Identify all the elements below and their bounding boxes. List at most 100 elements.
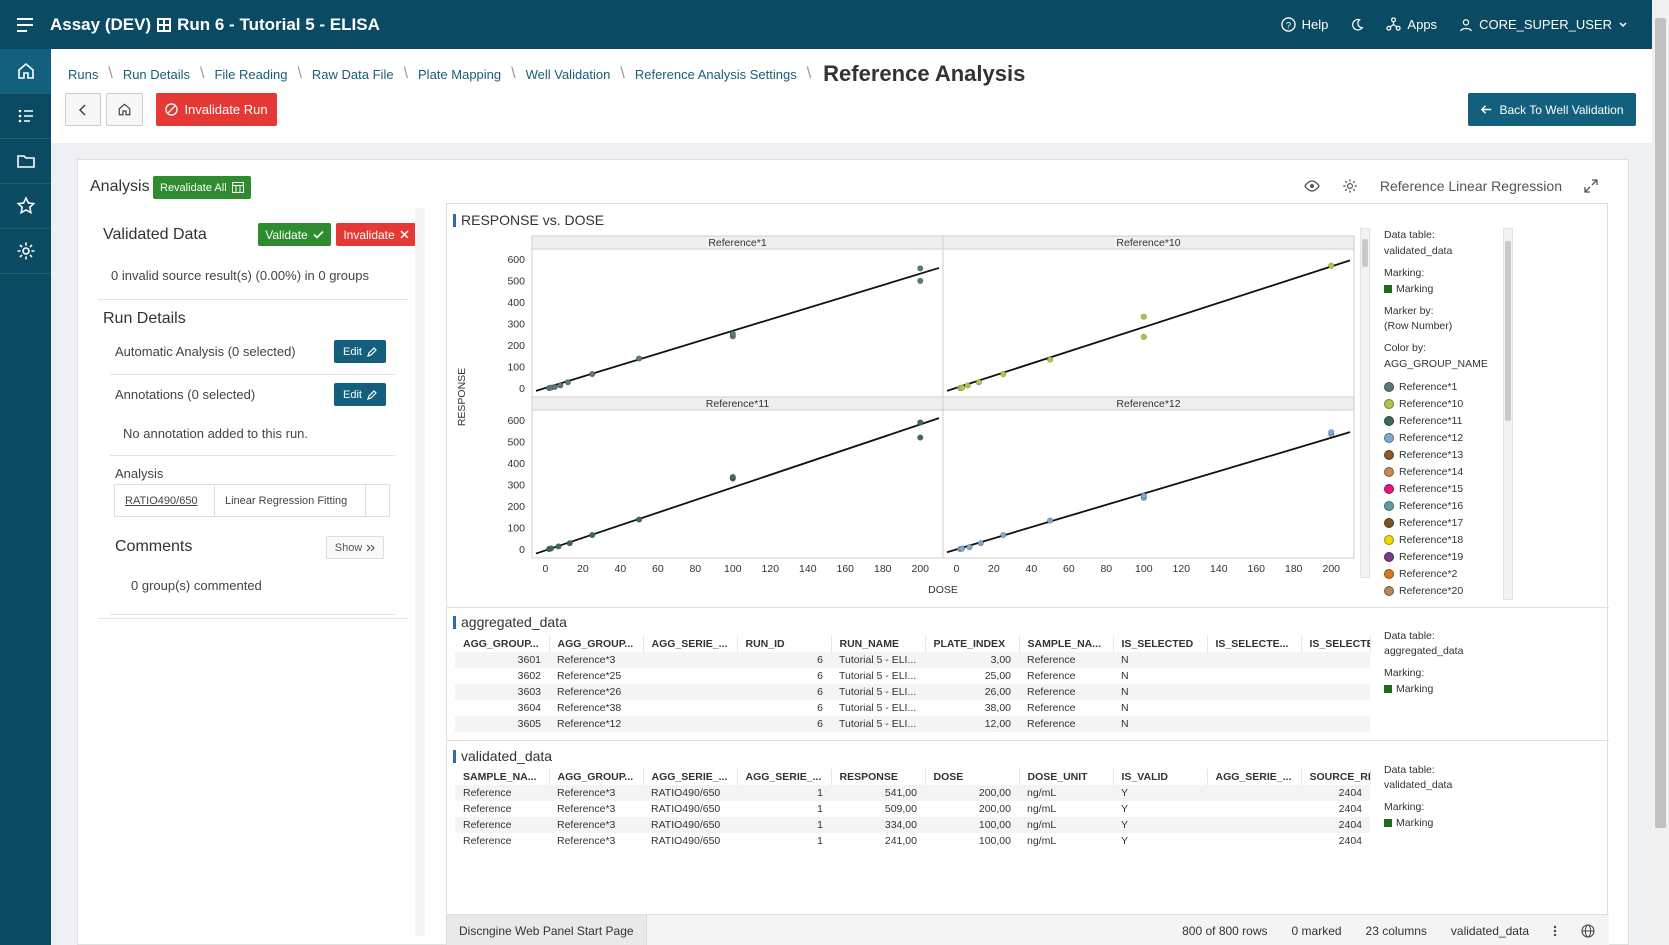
table-row[interactable]: Reference Reference*3 RATIO490/650 1 241,00 1… <box>455 833 1370 849</box>
legend-item[interactable]: Reference*10 <box>1384 396 1504 413</box>
column-header[interactable]: IS_SELECTED <box>1113 636 1208 652</box>
column-header[interactable]: IS_VALID <box>1113 769 1208 785</box>
top-bar: Assay (DEV) Run 6 - Tutorial 5 - ELISA ?… <box>0 0 1652 49</box>
breadcrumb-item[interactable]: Run Details <box>122 66 191 82</box>
legend-item[interactable]: Reference*19 <box>1384 549 1504 566</box>
show-comments-button[interactable]: Show <box>326 536 384 559</box>
legend-item-label: Reference*16 <box>1399 499 1464 512</box>
invalidate-run-button[interactable]: Invalidate Run <box>156 93 277 126</box>
x-tick-label: 40 <box>615 563 627 575</box>
nav-folder[interactable] <box>0 139 51 184</box>
column-header[interactable]: RUN_NAME <box>831 636 926 652</box>
column-header[interactable]: AGG_SERIE_... <box>737 769 832 785</box>
legend-scrollbar[interactable] <box>1503 228 1513 600</box>
chart-scrollbar[interactable] <box>1360 228 1370 578</box>
table-cell: ng/mL <box>1027 835 1057 847</box>
legend-item[interactable]: Reference*14 <box>1384 464 1504 481</box>
breadcrumb-item[interactable]: Raw Data File <box>311 66 394 82</box>
aggregated-data-table[interactable]: AGG_GROUP... AGG_GROUP... AGG_SERIE_... RUN… <box>455 636 1371 732</box>
breadcrumb-item[interactable]: Plate Mapping <box>418 66 502 82</box>
back-button[interactable] <box>65 93 101 126</box>
column-header[interactable]: PLATE_INDEX <box>925 636 1020 652</box>
nav-settings[interactable] <box>0 229 51 274</box>
menu-toggle-icon[interactable] <box>0 0 50 49</box>
column-header[interactable]: SAMPLE_NA... <box>1019 636 1114 652</box>
gear-icon[interactable] <box>1342 178 1358 194</box>
table-row[interactable]: 3605 Reference*12 6 Tutorial 5 - ELI... 12,0… <box>455 716 1370 732</box>
table-row[interactable]: 3602 Reference*25 6 Tutorial 5 - ELI... 25,0… <box>455 668 1370 684</box>
legend-item[interactable]: Reference*2 <box>1384 566 1504 583</box>
edit-annotations-button[interactable]: Edit <box>334 383 386 406</box>
legend-item[interactable]: Reference*20 <box>1384 583 1504 600</box>
table-row[interactable]: Reference Reference*3 RATIO490/650 1 509,00 2… <box>455 801 1370 817</box>
table-cell: 6 <box>817 702 823 714</box>
revalidate-all-button[interactable]: Revalidate All <box>153 176 251 199</box>
column-header[interactable]: AGG_SERIE_... <box>643 636 738 652</box>
theme-toggle[interactable] <box>1350 18 1364 32</box>
globe-icon[interactable] <box>1581 923 1595 938</box>
expand-icon[interactable] <box>1584 179 1598 193</box>
invalidate-button[interactable]: Invalidate <box>336 223 416 246</box>
nav-home[interactable] <box>0 49 51 94</box>
home-button[interactable] <box>106 93 143 126</box>
breadcrumb-item[interactable]: Runs <box>68 66 99 82</box>
app-title: Assay (DEV) Run 6 - Tutorial 5 - ELISA <box>50 15 380 35</box>
breadcrumb-item[interactable]: Reference Analysis Settings <box>634 66 797 82</box>
table-cell: Reference*3 <box>549 785 643 801</box>
table-row[interactable]: 3601 Reference*3 6 Tutorial 5 - ELI... 3,00 R… <box>455 652 1370 668</box>
data-point <box>1328 429 1335 436</box>
user-menu[interactable]: CORE_SUPER_USER <box>1459 17 1628 32</box>
validate-button[interactable]: Validate <box>258 223 331 246</box>
page-scrollbar[interactable] <box>1652 0 1669 945</box>
more-vertical-icon[interactable] <box>1553 925 1557 937</box>
nav-list[interactable] <box>0 94 51 139</box>
nav-favorites[interactable] <box>0 184 51 229</box>
table-row[interactable]: 3604 Reference*38 6 Tutorial 5 - ELI... 38,0… <box>455 700 1370 716</box>
column-header[interactable]: IS_SELECTE... <box>1207 636 1302 652</box>
back-to-well-validation-button[interactable]: Back To Well Validation <box>1468 93 1636 126</box>
x-tick-label: 140 <box>1210 563 1228 575</box>
table-row[interactable]: 3603 Reference*26 6 Tutorial 5 - ELI... 26,0… <box>455 684 1370 700</box>
page-tab[interactable]: Discngine Web Panel Start Page <box>447 914 647 945</box>
column-header[interactable]: DOSE_UNIT <box>1019 769 1114 785</box>
column-header[interactable]: IS_SELECTE <box>1301 636 1371 652</box>
table-header-row: SAMPLE_NA... AGG_GROUP... AGG_SERIE_... AGG… <box>455 769 1371 785</box>
edit-automatic-analysis-button[interactable]: Edit <box>334 340 386 363</box>
apps-menu[interactable]: Apps <box>1386 17 1437 32</box>
panel-scrollbar[interactable] <box>415 208 425 936</box>
validated-data-table[interactable]: SAMPLE_NA... AGG_GROUP... AGG_SERIE_... AGG… <box>455 769 1371 849</box>
scatter-chart[interactable]: Reference*10100200300400500600Reference*… <box>447 228 1367 598</box>
y-tick-label: 0 <box>519 544 525 556</box>
analysis-ratio-link[interactable]: RATIO490/650 <box>115 485 215 516</box>
legend-item[interactable]: Reference*15 <box>1384 481 1504 498</box>
breadcrumb-item[interactable]: File Reading <box>214 66 288 82</box>
analysis-label: Analysis <box>115 466 164 481</box>
help-link[interactable]: ? Help <box>1280 17 1328 32</box>
column-header[interactable]: SOURCE_RE <box>1301 769 1371 785</box>
column-header[interactable]: AGG_SERIE_... <box>643 769 738 785</box>
column-header[interactable]: AGG_GROUP... <box>549 636 644 652</box>
grid-icon[interactable] <box>157 17 172 32</box>
column-header[interactable]: AGG_GROUP... <box>455 636 550 652</box>
column-header[interactable]: AGG_SERIE_... <box>1207 769 1302 785</box>
legend-item[interactable]: Reference*12 <box>1384 430 1504 447</box>
legend-item[interactable]: Reference*18 <box>1384 532 1504 549</box>
legend-item[interactable]: Reference*1 <box>1384 379 1504 396</box>
table-row[interactable]: Reference Reference*3 RATIO490/650 1 334,00 1… <box>455 817 1370 833</box>
legend-item[interactable]: Reference*17 <box>1384 515 1504 532</box>
column-header[interactable]: SAMPLE_NA... <box>455 769 550 785</box>
legend-item[interactable]: Reference*11 <box>1384 413 1504 430</box>
column-header[interactable]: RUN_ID <box>737 636 832 652</box>
table-cell: Reference*26 <box>549 684 643 700</box>
data-point <box>564 379 571 386</box>
legend-item[interactable]: Reference*13 <box>1384 447 1504 464</box>
breadcrumb-item[interactable]: Well Validation <box>525 66 611 82</box>
column-header[interactable]: DOSE <box>925 769 1020 785</box>
eye-icon[interactable] <box>1304 178 1320 194</box>
table-cell: Reference <box>455 817 549 833</box>
table-row[interactable]: Reference Reference*3 RATIO490/650 1 541,00 2… <box>455 785 1370 801</box>
legend-item[interactable]: Reference*16 <box>1384 498 1504 515</box>
column-header[interactable]: RESPONSE <box>831 769 926 785</box>
data-point <box>975 379 982 386</box>
column-header[interactable]: AGG_GROUP... <box>549 769 644 785</box>
